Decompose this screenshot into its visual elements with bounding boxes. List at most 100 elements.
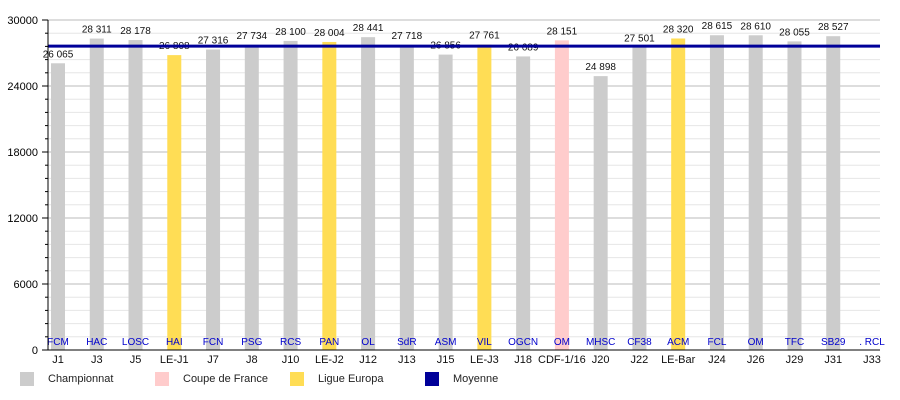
opponent-label: OL [361, 337, 375, 348]
data-label: 26 689 [508, 42, 539, 53]
legend-swatch [425, 372, 439, 386]
x-tick-label: J33 [863, 354, 881, 366]
x-tick-label: J24 [708, 354, 726, 366]
legend: Championnat Coupe de France Ligue Europa Mo… [20, 372, 515, 386]
data-label: 28 441 [353, 23, 384, 34]
bar [361, 37, 376, 351]
opponent-label: TFC [785, 337, 804, 348]
opponent-label: . RCL [859, 337, 885, 348]
legend-label: Moyenne [453, 373, 499, 385]
data-label: 28 311 [82, 25, 112, 36]
opponent-label: VIL [477, 337, 492, 348]
bar [322, 41, 337, 351]
data-label: 27 501 [624, 33, 655, 44]
x-tick-label: J12 [359, 354, 377, 366]
opponent-label: SdR [397, 337, 416, 348]
legend-swatch [290, 372, 304, 386]
bar [399, 45, 414, 351]
data-label: 28 615 [702, 21, 733, 32]
legend-item: Ligue Europa [290, 372, 425, 386]
bar [709, 35, 724, 351]
data-label: 28 100 [275, 27, 306, 38]
bar [51, 63, 65, 350]
data-label: 28 178 [120, 26, 151, 37]
bar [554, 40, 569, 351]
opponent-label: ASM [435, 337, 457, 348]
data-label: 28 610 [740, 21, 771, 32]
x-tick-label: J8 [246, 354, 258, 366]
opponent-label: RCS [280, 337, 301, 348]
legend-swatch [155, 372, 169, 386]
opponent-label: MHSC [586, 337, 615, 348]
data-label: 27 718 [392, 31, 423, 42]
y-tick-label: 0 [32, 345, 38, 357]
bar [244, 44, 259, 351]
bar [748, 35, 763, 350]
bar [593, 76, 608, 350]
y-tick-label: 12000 [7, 213, 38, 225]
x-tick-label: J29 [786, 354, 804, 366]
legend-item: Moyenne [425, 372, 515, 386]
bar [206, 49, 221, 351]
opponent-label: PSG [241, 337, 262, 348]
x-tick-label: J20 [592, 354, 610, 366]
legend-swatch [20, 372, 34, 386]
y-tick-label: 30000 [7, 15, 38, 27]
x-tick-label: J13 [398, 354, 416, 366]
bar [167, 55, 182, 350]
data-label: 28 004 [314, 28, 345, 39]
opponent-label: FCL [707, 337, 726, 348]
legend-label: Coupe de France [183, 373, 268, 385]
x-tick-label: J22 [631, 354, 649, 366]
y-tick-label: 24000 [7, 81, 38, 93]
opponent-label: LOSC [122, 337, 149, 348]
data-label: 26 065 [43, 49, 74, 60]
data-label: 24 898 [585, 62, 616, 73]
opponent-label: OGCN [508, 337, 538, 348]
x-tick-label: J18 [514, 354, 532, 366]
bar [826, 36, 841, 350]
opponent-label: PAN [319, 337, 339, 348]
data-label: 28 527 [818, 22, 849, 33]
x-tick-label: LE-J3 [470, 354, 499, 366]
data-label: 27 734 [237, 31, 268, 42]
data-label: 28 320 [663, 24, 694, 35]
bar [283, 40, 298, 351]
y-tick-label: 18000 [7, 147, 38, 159]
bar [671, 38, 686, 350]
opponent-label: ACM [667, 337, 689, 348]
x-tick-label: J7 [207, 354, 219, 366]
x-tick-label: LE-Bar [661, 354, 696, 366]
opponent-label: OM [748, 337, 764, 348]
x-tick-label: J31 [824, 354, 842, 366]
opponent-label: HAC [86, 337, 107, 348]
opponent-label: FCN [203, 337, 224, 348]
bar [787, 41, 802, 351]
x-tick-label: J3 [91, 354, 103, 366]
bar [128, 40, 143, 351]
legend-label: Ligue Europa [318, 373, 384, 385]
x-tick-label: J10 [282, 354, 300, 366]
bar [438, 54, 453, 351]
opponent-label: CF38 [627, 337, 652, 348]
x-tick-label: J26 [747, 354, 765, 366]
bar [632, 47, 647, 350]
opponent-label: SB29 [821, 337, 846, 348]
x-tick-label: J5 [130, 354, 142, 366]
x-tick-label: CDF-1/16 [538, 354, 586, 366]
x-tick-label: J15 [437, 354, 455, 366]
data-label: 28 055 [779, 27, 810, 38]
bar [89, 38, 104, 350]
bar [516, 56, 531, 351]
data-label: 28 151 [547, 26, 578, 37]
x-tick-label: J1 [52, 354, 64, 366]
data-label: 27 761 [469, 31, 500, 42]
opponent-label: FCM [47, 337, 69, 348]
x-tick-label: LE-J2 [315, 354, 344, 366]
opponent-label: HAI [166, 337, 183, 348]
legend-item: Coupe de France [155, 372, 290, 386]
opponent-label: OM [554, 337, 570, 348]
y-tick-label: 6000 [14, 279, 38, 291]
